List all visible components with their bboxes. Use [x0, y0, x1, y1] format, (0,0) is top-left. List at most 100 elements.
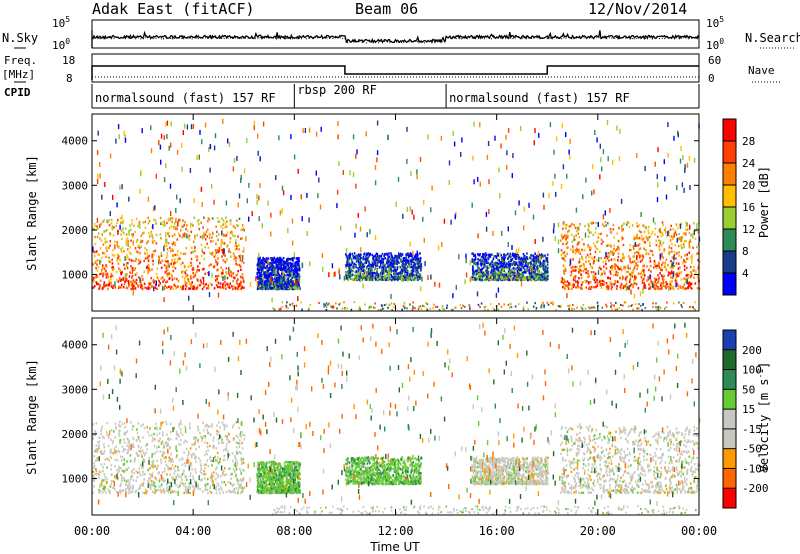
echo-cell	[353, 262, 356, 266]
echo-cell	[271, 257, 274, 260]
echo-cell	[386, 261, 388, 265]
echo-cell	[345, 264, 347, 267]
echo-cell	[241, 237, 243, 240]
echo-cell	[677, 244, 680, 248]
echo-cell	[668, 286, 670, 292]
echo-cell	[662, 256, 665, 259]
echo-cell	[482, 260, 485, 263]
echo-cell	[187, 265, 190, 268]
echo-cell	[150, 276, 152, 280]
echo-cell	[639, 272, 642, 276]
echo-cell	[519, 267, 521, 270]
echo-cell	[668, 230, 670, 233]
echo-cell	[687, 276, 689, 280]
echo-cell	[562, 264, 565, 267]
echo-cell	[375, 258, 378, 262]
echo-cell	[172, 265, 175, 268]
echo-cell	[624, 277, 627, 281]
echo-cell	[372, 255, 375, 258]
echo-cell	[265, 287, 267, 290]
echo-cell	[578, 251, 581, 254]
echo-cell	[126, 266, 129, 269]
echo-cell	[406, 269, 408, 272]
echo-cell	[112, 266, 114, 269]
echo-cell	[166, 275, 169, 278]
echo-cell	[460, 151, 462, 157]
echo-cell	[623, 256, 625, 259]
echo-cell	[517, 264, 519, 267]
echo-cell	[611, 285, 613, 288]
echo-cell	[685, 228, 687, 231]
echo-cell	[638, 224, 640, 227]
echo-cell	[613, 236, 615, 239]
echo-cell	[241, 276, 244, 279]
echo-cell	[513, 260, 515, 264]
echo-cell	[353, 252, 356, 255]
echo-cell	[414, 256, 417, 259]
echo-cell	[196, 287, 198, 290]
echo-cell	[572, 245, 574, 248]
echo-cell	[298, 280, 301, 284]
echo-cell	[198, 269, 200, 272]
echo-cell	[259, 282, 262, 286]
echo-cell	[262, 121, 265, 127]
echo-cell	[613, 247, 615, 250]
echo-cell	[122, 227, 124, 230]
echo-cell	[562, 257, 564, 260]
echo-cell	[259, 279, 261, 282]
echo-cell	[206, 228, 209, 231]
echo-cell	[293, 256, 295, 260]
echo-cell	[126, 279, 128, 282]
echo-cell	[282, 277, 284, 280]
echo-cell	[560, 233, 563, 237]
echo-cell	[646, 265, 648, 268]
echo-cell	[539, 255, 541, 261]
echo-cell	[148, 254, 151, 258]
echo-cell	[489, 255, 492, 258]
echo-cell	[199, 235, 202, 239]
echo-cell	[152, 250, 155, 253]
echo-cell	[668, 252, 670, 256]
echo-cell	[527, 262, 530, 265]
echo-cell	[340, 225, 342, 231]
echo-cell	[224, 260, 227, 264]
echo-cell	[614, 267, 616, 271]
echo-cell	[259, 284, 262, 287]
echo-cell	[570, 233, 573, 236]
echo-cell	[145, 266, 148, 269]
echo-cell	[478, 274, 480, 278]
echo-cell	[116, 242, 119, 248]
echo-cell	[317, 193, 319, 199]
echo-cell	[214, 133, 217, 139]
echo-cell	[487, 261, 489, 265]
echo-cell	[633, 266, 636, 270]
echo-cell	[434, 281, 436, 287]
echo-cell	[564, 269, 567, 272]
echo-cell	[279, 266, 282, 269]
echo-cell	[278, 261, 281, 264]
echo-cell	[472, 252, 474, 255]
echo-cell	[287, 228, 289, 234]
echo-cell	[190, 124, 193, 130]
echo-cell	[286, 287, 289, 291]
echo-cell	[679, 158, 682, 164]
echo-cell	[292, 280, 294, 283]
echo-cell	[120, 217, 122, 220]
echo-cell	[406, 275, 408, 279]
echo-cell	[478, 277, 480, 280]
echo-cell	[507, 226, 509, 232]
echo-cell	[165, 265, 168, 268]
echo-cell	[477, 233, 479, 239]
echo-cell	[559, 239, 562, 242]
echo-cell	[293, 267, 296, 271]
echo-cell	[339, 274, 341, 280]
echo-cell	[192, 276, 195, 279]
echo-cell	[362, 273, 364, 276]
echo-cell	[635, 236, 638, 239]
echo-cell	[601, 279, 604, 283]
echo-cell	[130, 287, 132, 291]
echo-cell	[495, 278, 498, 282]
echo-cell	[212, 231, 214, 235]
echo-cell	[150, 282, 152, 285]
echo-cell	[410, 278, 412, 282]
